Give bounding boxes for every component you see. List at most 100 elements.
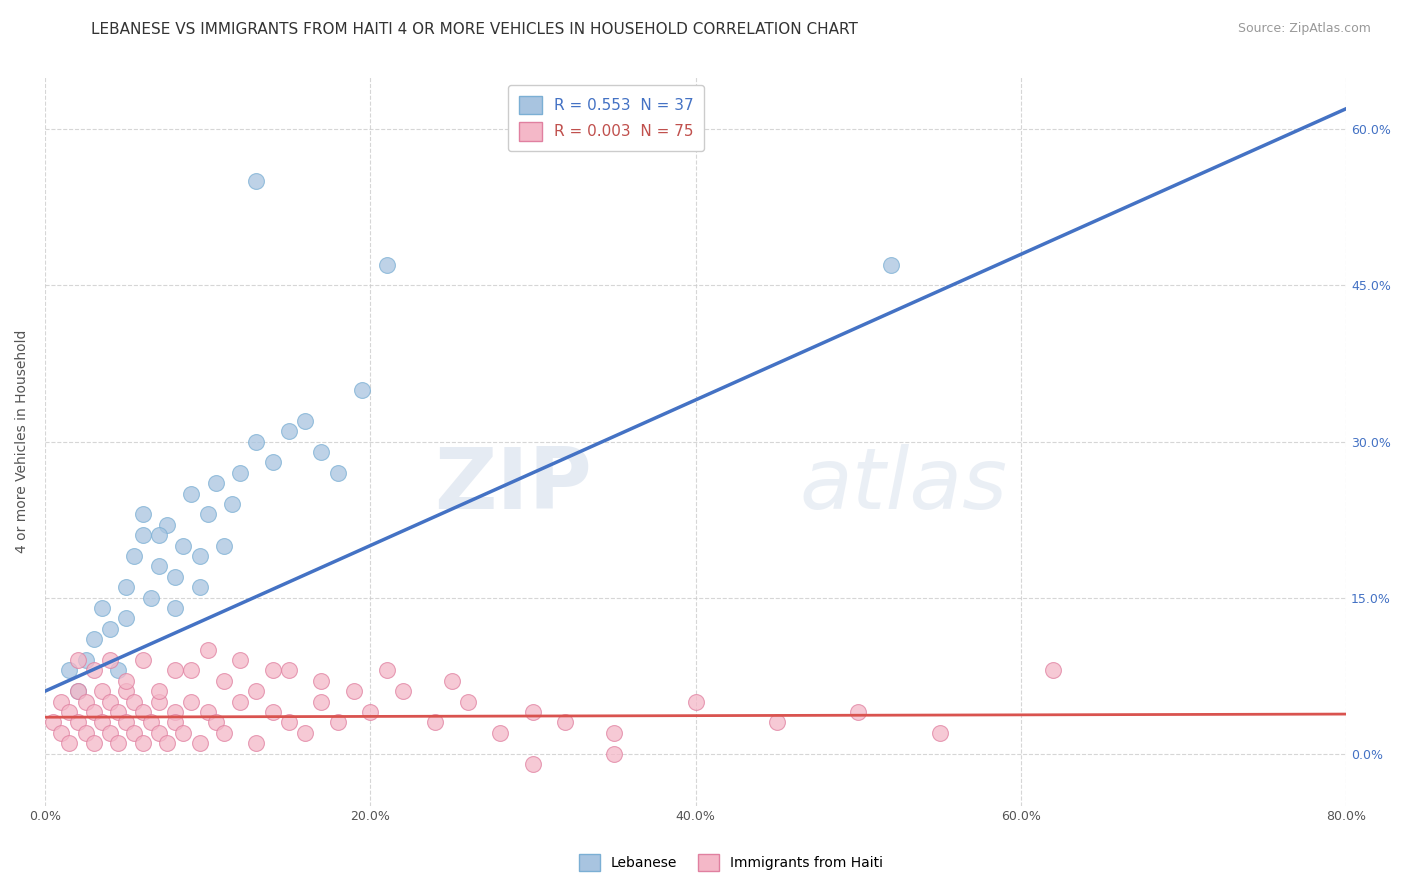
- Point: [846, 705, 869, 719]
- Point: [245, 174, 267, 188]
- Point: [172, 539, 194, 553]
- Point: [880, 258, 903, 272]
- Point: [75, 695, 97, 709]
- Point: [311, 673, 333, 688]
- Point: [221, 497, 243, 511]
- Point: [262, 664, 284, 678]
- Point: [156, 736, 179, 750]
- Point: [262, 705, 284, 719]
- Point: [180, 695, 202, 709]
- Point: [131, 508, 153, 522]
- Point: [107, 736, 129, 750]
- Point: [359, 705, 381, 719]
- Point: [98, 695, 121, 709]
- Point: [245, 434, 267, 449]
- Point: [928, 726, 950, 740]
- Point: [489, 726, 512, 740]
- Point: [66, 684, 89, 698]
- Point: [42, 715, 65, 730]
- Point: [180, 664, 202, 678]
- Point: [554, 715, 576, 730]
- Point: [172, 726, 194, 740]
- Point: [139, 715, 162, 730]
- Point: [188, 736, 211, 750]
- Point: [90, 601, 112, 615]
- Legend: R = 0.553  N = 37, R = 0.003  N = 75: R = 0.553 N = 37, R = 0.003 N = 75: [508, 85, 704, 152]
- Point: [204, 476, 226, 491]
- Point: [75, 726, 97, 740]
- Point: [188, 549, 211, 563]
- Point: [229, 466, 252, 480]
- Point: [204, 715, 226, 730]
- Point: [212, 673, 235, 688]
- Point: [294, 726, 316, 740]
- Point: [148, 559, 170, 574]
- Text: Source: ZipAtlas.com: Source: ZipAtlas.com: [1237, 22, 1371, 36]
- Point: [131, 705, 153, 719]
- Point: [66, 715, 89, 730]
- Point: [229, 653, 252, 667]
- Point: [685, 695, 707, 709]
- Point: [83, 705, 105, 719]
- Point: [165, 715, 187, 730]
- Point: [83, 632, 105, 647]
- Point: [66, 684, 89, 698]
- Point: [212, 539, 235, 553]
- Point: [425, 715, 447, 730]
- Legend: Lebanese, Immigrants from Haiti: Lebanese, Immigrants from Haiti: [574, 848, 889, 876]
- Point: [131, 528, 153, 542]
- Point: [165, 570, 187, 584]
- Point: [352, 383, 374, 397]
- Point: [197, 642, 219, 657]
- Point: [294, 414, 316, 428]
- Point: [58, 664, 80, 678]
- Point: [66, 653, 89, 667]
- Point: [326, 715, 349, 730]
- Point: [197, 508, 219, 522]
- Point: [343, 684, 366, 698]
- Text: LEBANESE VS IMMIGRANTS FROM HAITI 4 OR MORE VEHICLES IN HOUSEHOLD CORRELATION CH: LEBANESE VS IMMIGRANTS FROM HAITI 4 OR M…: [91, 22, 858, 37]
- Point: [148, 528, 170, 542]
- Point: [98, 726, 121, 740]
- Point: [188, 580, 211, 594]
- Point: [278, 715, 301, 730]
- Point: [603, 726, 626, 740]
- Y-axis label: 4 or more Vehicles in Household: 4 or more Vehicles in Household: [15, 330, 30, 553]
- Point: [51, 726, 73, 740]
- Point: [148, 695, 170, 709]
- Point: [98, 622, 121, 636]
- Point: [90, 715, 112, 730]
- Point: [115, 673, 138, 688]
- Point: [98, 653, 121, 667]
- Point: [115, 611, 138, 625]
- Point: [440, 673, 463, 688]
- Text: ZIP: ZIP: [434, 443, 592, 526]
- Point: [375, 258, 398, 272]
- Point: [245, 684, 267, 698]
- Point: [148, 684, 170, 698]
- Point: [58, 705, 80, 719]
- Point: [165, 601, 187, 615]
- Point: [392, 684, 415, 698]
- Point: [278, 424, 301, 438]
- Point: [51, 695, 73, 709]
- Point: [326, 466, 349, 480]
- Point: [124, 695, 146, 709]
- Point: [131, 653, 153, 667]
- Point: [311, 445, 333, 459]
- Point: [522, 705, 544, 719]
- Point: [115, 715, 138, 730]
- Point: [1042, 664, 1064, 678]
- Point: [766, 715, 789, 730]
- Point: [603, 747, 626, 761]
- Point: [197, 705, 219, 719]
- Point: [58, 736, 80, 750]
- Point: [83, 736, 105, 750]
- Point: [311, 695, 333, 709]
- Point: [131, 736, 153, 750]
- Point: [115, 580, 138, 594]
- Point: [522, 757, 544, 772]
- Point: [148, 726, 170, 740]
- Point: [107, 664, 129, 678]
- Point: [457, 695, 479, 709]
